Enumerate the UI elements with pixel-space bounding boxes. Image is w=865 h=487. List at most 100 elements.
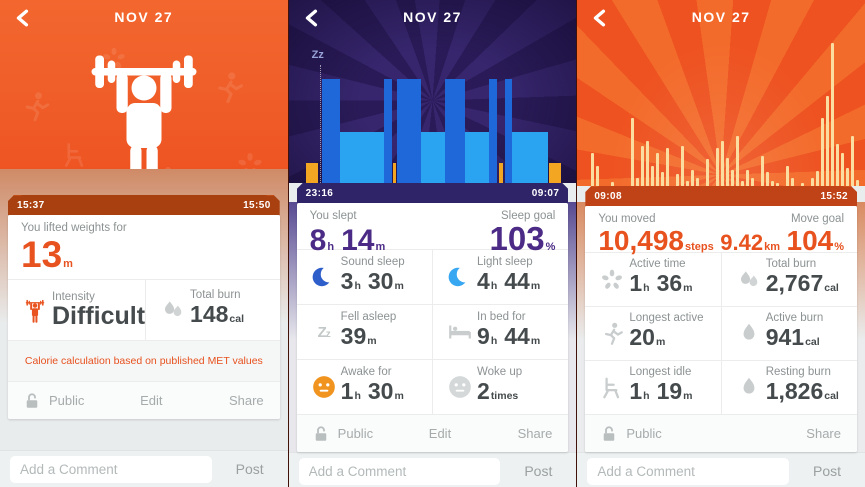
workout-timebar: 15:37 15:50: [8, 195, 280, 215]
privacy-button[interactable]: Public: [24, 392, 114, 410]
light-sleep-cell: Light sleep 4h 44m: [433, 250, 568, 304]
lock-icon: [24, 392, 40, 410]
workout-summary: You lifted weights for 13m: [8, 215, 280, 279]
total-burn-cell: Total burn 2,767cal: [722, 253, 857, 306]
move-stats-row-1: Active time 1h 36m Total burn 2,767cal: [585, 252, 858, 306]
resting-burn-cell: Resting burn 1,826cal: [722, 361, 857, 414]
comment-input[interactable]: [587, 457, 790, 485]
fell-asleep-cell: Zz Fell asleep 39m: [297, 305, 434, 359]
sleep-footer: Public Edit Share: [296, 414, 569, 452]
sleep-hero: Zz NOV 27: [288, 0, 577, 183]
move-chart: [586, 36, 861, 186]
workout-footer: Public Edit Share: [8, 381, 280, 419]
moon-dark-icon: [311, 264, 337, 290]
privacy-button[interactable]: Public: [601, 425, 691, 443]
comment-input[interactable]: [10, 455, 212, 483]
in-bed-cell: In bed for 9h 44m: [433, 305, 568, 359]
awake-face-icon: [311, 374, 337, 400]
intensity-cell: Intensity Difficult: [8, 280, 147, 340]
move-stats-row-2: Longest active 20m Active burn 941cal: [585, 306, 858, 360]
move-start-time: 09:08: [594, 190, 622, 202]
sleep-end-time: 09:07: [531, 187, 560, 199]
edit-button[interactable]: Edit: [140, 393, 163, 408]
sleep-timebar: 23:16 09:07: [297, 183, 569, 203]
move-comment-bar: Post: [577, 452, 865, 487]
workout-header: NOV 27: [0, 0, 288, 34]
sleep-goal-value: 103%: [489, 220, 556, 257]
sleep-header: NOV 27: [289, 0, 577, 34]
move-hero: NOV 27: [577, 0, 865, 186]
flame-icon: [736, 321, 762, 347]
sleep-stats-row-1: Sound sleep 3h 30m Light sleep 4h 44m: [296, 249, 569, 304]
post-button[interactable]: Post: [524, 463, 553, 479]
awake-for-cell: Awake for 1h 30m: [297, 360, 434, 414]
sleep-chart-bars: [305, 61, 561, 183]
workout-duration: 13m: [21, 234, 73, 275]
sleep-start-time: 23:16: [305, 187, 334, 199]
move-card: You moved Move goal 10,498steps 9.42km 1…: [585, 206, 858, 452]
workout-start-time: 15:37: [17, 199, 45, 211]
bed-icon: [447, 319, 473, 345]
panel-move: NOV 27 09:08 15:52 You moved Move goal 1…: [576, 0, 865, 487]
share-button[interactable]: Share: [228, 393, 264, 408]
move-end-time: 15:52: [820, 190, 849, 202]
move-header: NOV 27: [577, 0, 865, 34]
zz-icon: Zz: [317, 323, 331, 341]
sleep-start-dotted-line: [319, 65, 321, 183]
share-button[interactable]: Share: [806, 426, 841, 441]
move-date: NOV 27: [691, 9, 751, 25]
intensity-label: Intensity: [52, 291, 95, 303]
distance-value: 9.42km: [720, 230, 780, 255]
you-slept-label: You slept: [309, 210, 357, 222]
moon-light-icon: [447, 264, 473, 290]
move-footer: Public Share: [585, 414, 858, 452]
woke-up-cell: Woke up 2times: [433, 360, 568, 414]
sleepy-face-icon: [447, 374, 473, 400]
runner-icon: [599, 321, 625, 347]
workout-stats-row: Intensity Difficult Total burn 148cal: [8, 279, 280, 340]
post-button[interactable]: Post: [235, 461, 264, 477]
steps-value: 10,498steps: [598, 225, 714, 256]
workout-hero: NOV 27: [0, 0, 288, 195]
sleep-chart: Zz: [305, 49, 561, 183]
sleep-summary: You slept Sleep goal 8h 14m 103%: [297, 203, 569, 257]
sleep-date: NOV 27: [403, 9, 462, 25]
privacy-button[interactable]: Public: [313, 425, 403, 443]
panel-sleep: Zz NOV 27 23:16 09:07 You slept Sleep go…: [287, 0, 577, 487]
met-note: Calorie calculation based on published M…: [8, 340, 280, 381]
total-burn-label: Total burn: [190, 288, 241, 301]
flame-icon: [736, 375, 762, 401]
lock-icon: [313, 425, 329, 443]
move-stats-row-3: Longest idle 1h 19m Resting burn 1,826cal: [585, 360, 858, 414]
weightlifter-hero-icon: [74, 38, 214, 188]
zz-chart-label: Zz: [311, 49, 324, 61]
sleep-goal-label: Sleep goal: [500, 210, 556, 222]
sleep-duration: 8h 14m: [309, 224, 386, 257]
sleep-card: You slept Sleep goal 8h 14m 103% Sound: [296, 203, 569, 452]
comment-input[interactable]: [298, 457, 501, 485]
workout-summary-label: You lifted weights for: [21, 222, 127, 234]
workout-date: NOV 27: [114, 9, 174, 25]
active-burn-cell: Active burn 941cal: [722, 307, 857, 360]
double-flame-icon: [736, 267, 762, 293]
workout-card: You lifted weights for 13m Intensity Dif…: [8, 215, 280, 419]
chair-icon: [599, 375, 625, 401]
sound-sleep-cell: Sound sleep 3h 30m: [297, 250, 434, 304]
intensity-weightlifter-icon: [24, 296, 46, 324]
move-summary: You moved Move goal 10,498steps 9.42km 1…: [585, 206, 857, 256]
edit-button[interactable]: Edit: [428, 426, 452, 441]
sleep-stats-row-3: Awake for 1h 30m Woke up 2times: [296, 359, 569, 414]
workout-comment-bar: Post: [0, 450, 288, 487]
move-timebar: 09:08 15:52: [585, 186, 857, 206]
panel-workout: NOV 27 15:37 15:50 You lifted weights fo…: [0, 0, 288, 487]
move-goal-value: 104%: [786, 225, 845, 256]
share-button[interactable]: Share: [517, 426, 553, 441]
workout-end-time: 15:50: [243, 199, 271, 211]
you-moved-label: You moved: [598, 213, 656, 225]
post-button[interactable]: Post: [813, 463, 842, 479]
active-time-cell: Active time 1h 36m: [585, 253, 722, 306]
move-goal-label: Move goal: [790, 213, 845, 225]
sleep-stats-row-2: Zz Fell asleep 39m In bed for 9h 44m: [296, 304, 569, 359]
sleep-comment-bar: Post: [288, 452, 577, 487]
double-flame-icon: [160, 297, 186, 323]
